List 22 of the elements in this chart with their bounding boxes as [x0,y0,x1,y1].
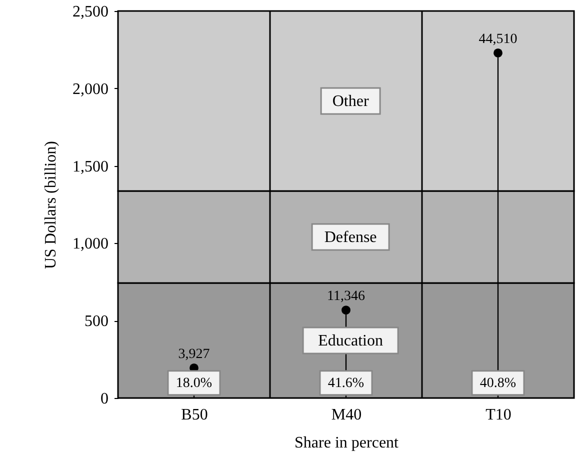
annotation: 3,927 [178,346,210,362]
annotation: 18.0% [176,376,212,391]
annotation: 11,346 [327,289,365,304]
x-tick-label: T10 [486,406,512,424]
annotation: 41.6% [328,376,364,391]
annotation: 40.8% [480,376,516,391]
annotation: 44,510 [478,32,518,47]
x-axis-title: Share in percent [294,434,400,452]
point [494,48,502,58]
y-tick-label: 1,500 [72,158,108,176]
y-tick-label: 2,500 [72,4,108,20]
y-tick-label: 500 [84,313,108,330]
x-tick-label: M40 [331,406,362,424]
point [342,306,350,315]
band-label: Education [318,332,383,350]
y-tick-label: 1,000 [72,236,108,253]
band-label: Defense [324,229,377,246]
band-label: Other [332,93,370,110]
y-tick-label: 2,000 [72,80,108,98]
y-axis-title: US Dollars (billion) [42,141,60,269]
y-tick-label: 0 [100,390,108,408]
x-tick-label: B50 [181,406,208,424]
